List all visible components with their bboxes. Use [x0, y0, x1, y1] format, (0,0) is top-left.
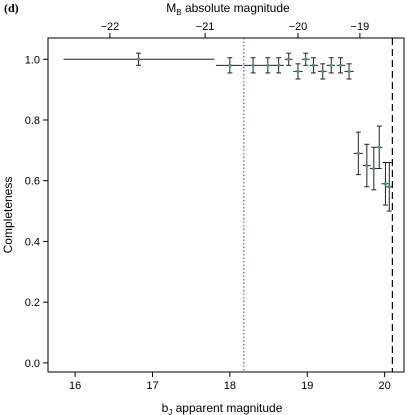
data-point: [353, 131, 363, 176]
point-marker: [329, 63, 333, 67]
data-point: [63, 52, 215, 66]
data-point: [273, 57, 285, 74]
panel-label: (d): [4, 1, 19, 15]
top-tick-label: −21: [196, 21, 215, 33]
point-marker: [321, 69, 325, 73]
data-point: [344, 63, 354, 80]
plot-frame: [47, 37, 405, 373]
data-point: [326, 57, 336, 74]
x-tick-label: 18: [224, 380, 236, 392]
point-marker: [251, 63, 255, 67]
x-tick-label: 19: [301, 380, 313, 392]
y-tick-label: 1.0: [25, 54, 40, 66]
y-tick-label: 0.0: [25, 358, 40, 370]
y-tick-label: 0.2: [25, 297, 40, 309]
y-axis-title: Completeness: [1, 177, 15, 254]
data-point: [243, 57, 263, 74]
top-axis-ticks: −22 −21 −20 −19: [101, 21, 370, 38]
x-axis-ticks: 16 17 18 19 20: [69, 372, 391, 392]
data-point: [362, 143, 371, 188]
point-marker: [347, 69, 351, 73]
top-axis-title: MB absolute magnitude: [166, 1, 290, 17]
y-tick-label: 0.6: [25, 176, 40, 188]
point-marker: [277, 63, 281, 67]
data-point: [215, 57, 243, 74]
point-marker: [304, 57, 308, 61]
data-point: [284, 52, 293, 66]
point-marker: [228, 63, 232, 67]
data-point: [309, 57, 319, 74]
point-marker: [383, 182, 388, 186]
y-tick-label: 0.8: [25, 115, 40, 127]
point-marker: [356, 151, 360, 155]
point-marker: [266, 63, 270, 67]
y-tick-label: 0.4: [25, 236, 40, 248]
point-marker: [296, 69, 300, 73]
data-point: [336, 57, 346, 74]
top-tick-label: −22: [101, 21, 120, 33]
data-point: [301, 52, 310, 66]
point-marker: [372, 166, 376, 171]
point-marker: [377, 145, 381, 149]
point-marker: [311, 63, 316, 67]
data-point: [381, 161, 389, 206]
data-point: [376, 125, 383, 170]
point-marker: [136, 57, 141, 61]
point-marker: [387, 185, 391, 189]
point-marker: [365, 163, 369, 168]
reference-lines: [243, 38, 393, 372]
top-tick-label: −19: [351, 21, 370, 33]
data-point: [369, 146, 378, 191]
point-marker: [287, 57, 291, 61]
data-point: [262, 57, 275, 74]
x-axis-title: bJ apparent magnitude: [162, 401, 283, 415]
x-tick-label: 17: [146, 380, 158, 392]
data-points: [63, 52, 393, 212]
x-tick-label: 16: [69, 380, 81, 392]
data-point: [293, 63, 303, 80]
top-tick-label: −20: [289, 21, 308, 33]
y-axis-ticks: 0.0 0.2 0.4 0.6 0.8 1.0: [25, 54, 48, 370]
x-tick-label: 20: [379, 380, 391, 392]
point-marker: [338, 63, 343, 67]
data-point: [386, 161, 393, 212]
data-point: [318, 63, 327, 80]
